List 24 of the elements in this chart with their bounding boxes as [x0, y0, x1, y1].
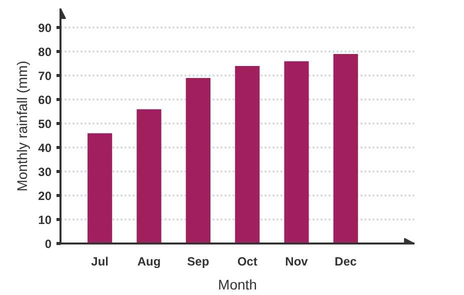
- y-tick-label: 10: [38, 213, 52, 228]
- y-tick-label: 0: [44, 237, 52, 251]
- bar: [284, 61, 309, 244]
- bar: [333, 54, 358, 244]
- y-tick-label: 50: [38, 117, 52, 132]
- bar: [136, 109, 162, 244]
- bar: [235, 66, 260, 244]
- y-axis-title: Monthly rainfall (mm): [14, 60, 30, 192]
- y-tick-label: 40: [38, 141, 52, 156]
- y-tick-label: 80: [38, 45, 52, 60]
- y-tick-label: 60: [38, 93, 52, 108]
- x-tick-label: Sep: [187, 254, 210, 268]
- x-tick-label: Jul: [91, 254, 109, 268]
- x-tick-label: Nov: [285, 254, 308, 268]
- x-tick-label: Oct: [237, 254, 258, 268]
- x-tick-label: Aug: [137, 254, 161, 268]
- bar: [88, 133, 112, 244]
- y-tick-label: 90: [38, 21, 52, 36]
- y-tick-label: 30: [38, 165, 52, 180]
- x-axis-title: Month: [218, 276, 257, 292]
- bar: [186, 78, 210, 244]
- y-tick-label: 20: [38, 189, 52, 204]
- x-tick-label: Dec: [334, 254, 357, 268]
- y-tick-label: 70: [38, 69, 52, 84]
